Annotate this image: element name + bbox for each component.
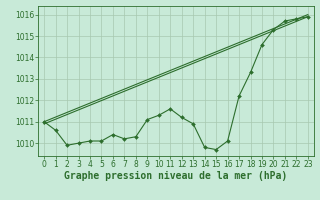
X-axis label: Graphe pression niveau de la mer (hPa): Graphe pression niveau de la mer (hPa): [64, 171, 288, 181]
